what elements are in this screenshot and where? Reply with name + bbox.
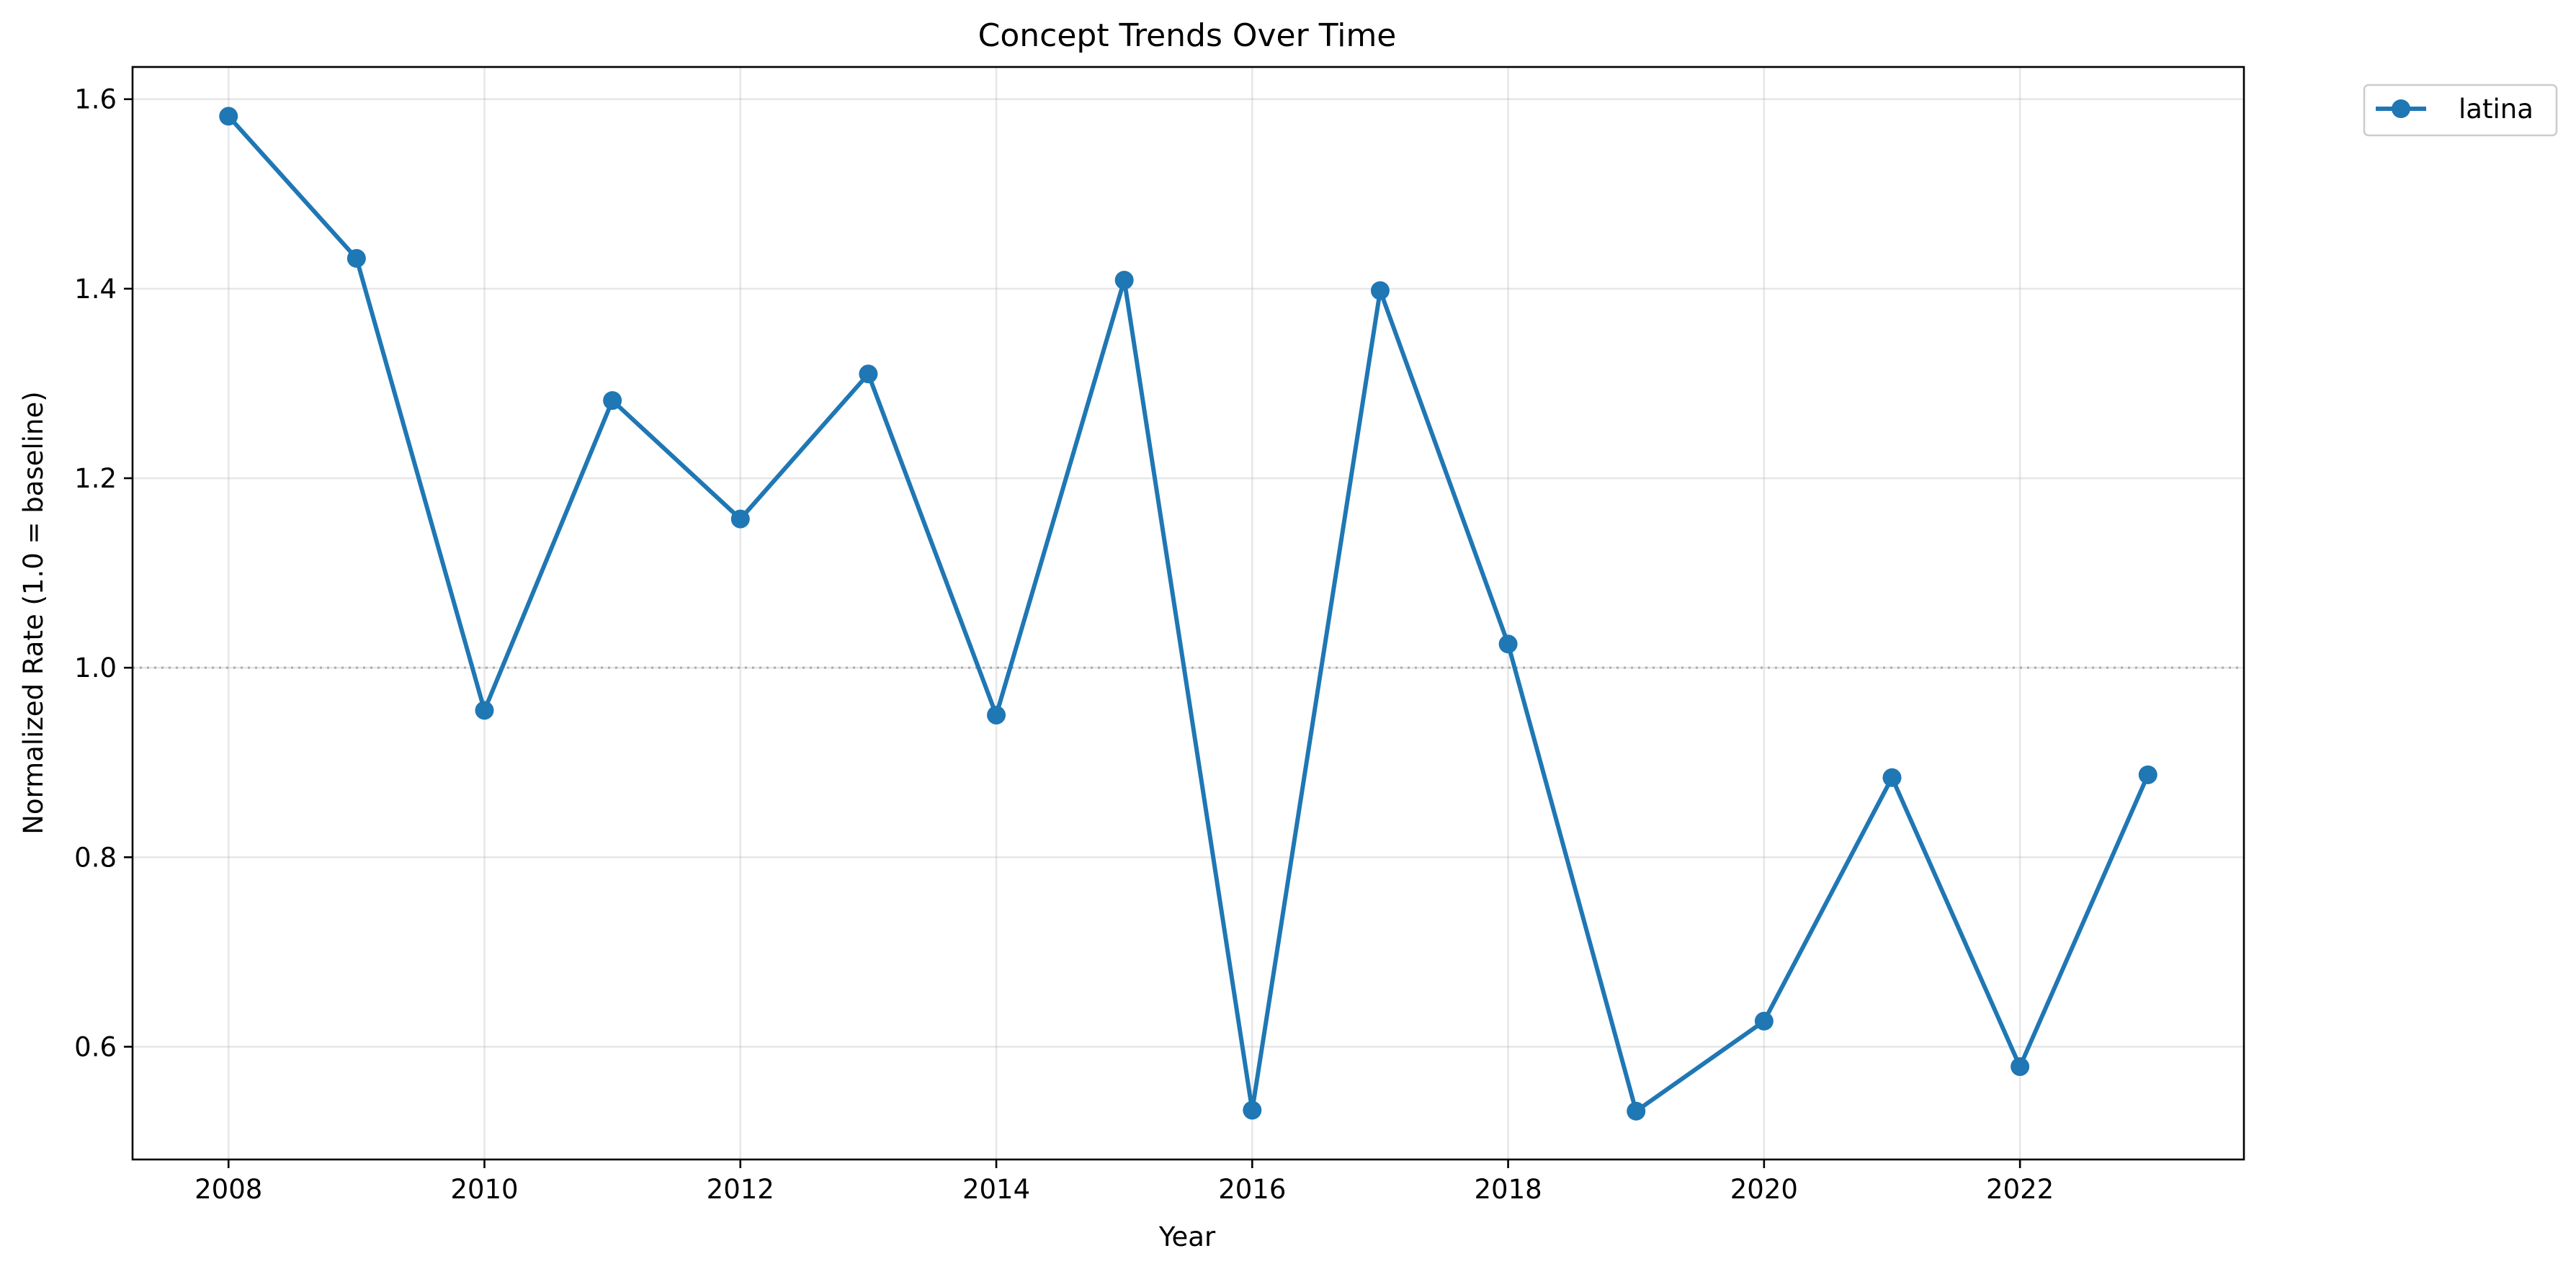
data-point [859, 364, 878, 384]
y-tick-label: 1.0 [74, 652, 117, 683]
x-tick-label: 2012 [707, 1174, 774, 1205]
y-tick-label: 0.6 [74, 1031, 117, 1062]
data-point [730, 509, 750, 529]
legend: latina [2363, 84, 2558, 137]
data-point [1114, 271, 1134, 290]
data-point [1243, 1100, 1262, 1120]
data-point [2138, 765, 2157, 784]
x-tick-label: 2014 [962, 1174, 1030, 1205]
data-point [1627, 1101, 1646, 1121]
y-tick-label: 1.2 [74, 463, 117, 494]
x-tick-label: 2018 [1475, 1174, 1542, 1205]
x-axis: 2008 2010 2012 2014 2016 2018 2020 2022 [194, 1159, 2054, 1205]
data-point [475, 701, 494, 720]
data-point [1754, 1011, 1774, 1031]
y-axis: 0.6 0.8 1.0 1.2 1.4 1.6 [74, 84, 133, 1062]
x-tick-label: 2020 [1730, 1174, 1798, 1205]
x-tick-label: 2022 [1986, 1174, 2054, 1205]
data-point [219, 107, 238, 126]
grid [133, 67, 2244, 1159]
legend-frame [2363, 84, 2558, 137]
data-point [603, 391, 622, 411]
plot-frame [131, 66, 2245, 1161]
data-point [1370, 281, 1390, 300]
x-tick-label: 2016 [1218, 1174, 1286, 1205]
legend-marker-swatch [2392, 99, 2410, 118]
y-axis-label: Normalized Rate (1.0 = baseline) [18, 391, 49, 834]
legend-label-latina: latina [2459, 94, 2533, 125]
chart-title: Concept Trends Over Time [978, 17, 1397, 54]
series-layer [219, 107, 2157, 1121]
data-point [346, 248, 366, 268]
x-tick-label: 2008 [194, 1174, 262, 1205]
data-point [2011, 1057, 2030, 1077]
data-point [1498, 634, 1518, 654]
series-line-latina [225, 113, 2151, 1113]
x-tick-label: 2010 [450, 1174, 518, 1205]
y-tick-label: 1.4 [74, 274, 117, 305]
data-point [987, 705, 1006, 725]
x-axis-label: Year [1158, 1221, 1216, 1252]
y-tick-label: 1.6 [74, 84, 117, 115]
data-point [1882, 768, 1902, 787]
y-tick-label: 0.8 [74, 842, 117, 873]
